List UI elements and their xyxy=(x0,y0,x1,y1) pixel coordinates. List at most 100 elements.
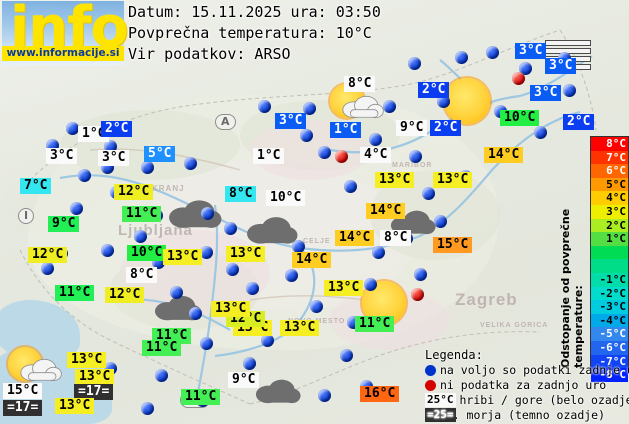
station-dot-nodata[interactable] xyxy=(335,150,348,163)
scale-step: 2°C xyxy=(591,218,628,233)
station-dot-available[interactable] xyxy=(434,215,447,228)
station-dot-available[interactable] xyxy=(224,222,237,235)
mountain-temperature-label: 9°C xyxy=(396,120,428,136)
station-dot-available[interactable] xyxy=(303,102,316,115)
station-dot-available[interactable] xyxy=(104,140,117,153)
station-dot-available[interactable] xyxy=(422,187,435,200)
station-dot-available[interactable] xyxy=(437,95,450,108)
header-average-temperature: Povprečna temperatura: 10°C xyxy=(128,24,372,42)
station-dot-available[interactable] xyxy=(369,133,382,146)
temperature-label: 13°C xyxy=(75,369,115,385)
temperature-label: 13°C xyxy=(211,301,251,317)
scale-step: -1°C xyxy=(591,272,628,287)
station-dot-available[interactable] xyxy=(563,84,576,97)
temperature-label: 9°C xyxy=(48,216,80,232)
station-dot-available[interactable] xyxy=(200,337,213,350)
station-dot-available[interactable] xyxy=(414,268,427,281)
legend-item: 25°C hribi / gore (belo ozadje) xyxy=(425,393,629,407)
station-dot-available[interactable] xyxy=(246,282,259,295)
legend-item-text: hribi / gore (belo ozadje) xyxy=(459,393,629,407)
header-data-source: Vir podatkov: ARSO xyxy=(128,45,291,63)
place-label: CELJE xyxy=(303,238,331,245)
station-dot-available[interactable] xyxy=(383,100,396,113)
country-code-marker: I xyxy=(18,208,35,224)
station-dot-available[interactable] xyxy=(261,334,274,347)
temperature-label: 11°C xyxy=(181,389,221,405)
legend-item: ni podatka za zadnjo uro xyxy=(425,378,625,392)
mountain-temperature-label: 3°C xyxy=(98,150,130,166)
legend-item-text: na voljo so podatki zadnje ure xyxy=(440,363,629,377)
station-dot-available[interactable] xyxy=(344,180,357,193)
temperature-label: 15°C xyxy=(433,237,473,253)
temperature-label: 2°C xyxy=(563,114,595,130)
temperature-label: 13°C xyxy=(67,352,107,368)
station-dot-available[interactable] xyxy=(455,51,468,64)
temperature-label: 13°C xyxy=(433,172,473,188)
station-dot-available[interactable] xyxy=(318,389,331,402)
temperature-label: 1°C xyxy=(330,122,362,138)
station-dot-available[interactable] xyxy=(41,262,54,275)
legend-items: na voljo so podatki zadnje ure ni podatka… xyxy=(425,363,629,422)
temperature-deviation-scale: Odstopanje od povprečne temperature: 8°C… xyxy=(559,136,629,382)
station-dot-available[interactable] xyxy=(408,57,421,70)
station-dot-available[interactable] xyxy=(201,207,214,220)
temperature-label: 11°C xyxy=(55,285,95,301)
station-dot-available[interactable] xyxy=(70,202,83,215)
mountain-temperature-label: 1°C xyxy=(253,148,285,164)
legend: Legenda: na voljo so podatki zadnje ure n… xyxy=(425,348,629,422)
station-dot-available[interactable] xyxy=(534,126,547,139)
station-dot-available[interactable] xyxy=(258,100,271,113)
scale-step: -7°C xyxy=(591,354,628,369)
station-dot-available[interactable] xyxy=(141,402,154,415)
sea-temperature-label: =17= xyxy=(74,384,114,400)
temperature-label: 11°C xyxy=(122,206,162,222)
station-dot-available[interactable] xyxy=(364,278,377,291)
scale-step: 8°C xyxy=(591,137,628,151)
station-dot-available[interactable] xyxy=(486,46,499,59)
station-dot-available[interactable] xyxy=(226,263,239,276)
temperature-label: 11°C xyxy=(355,316,395,332)
station-dot-available[interactable] xyxy=(184,157,197,170)
legend-dot-icon xyxy=(425,364,436,376)
station-dot-nodata[interactable] xyxy=(512,72,525,85)
station-dot-available[interactable] xyxy=(78,169,91,182)
station-dot-available[interactable] xyxy=(300,129,313,142)
station-dot-available[interactable] xyxy=(134,230,147,243)
station-dot-available[interactable] xyxy=(189,307,202,320)
scale-step: 1°C xyxy=(591,232,628,246)
temperature-label: 16°C xyxy=(360,386,400,402)
station-dot-available[interactable] xyxy=(292,240,305,253)
mountain-temperature-label: 8°C xyxy=(126,267,158,283)
scale-step: -8°C xyxy=(591,368,628,382)
station-dot-available[interactable] xyxy=(141,161,154,174)
mountain-temperature-label: 8°C xyxy=(380,230,412,246)
site-logo[interactable]: info www.informacije.si xyxy=(2,0,129,65)
station-dot-available[interactable] xyxy=(66,122,79,135)
station-dot-available[interactable] xyxy=(372,246,385,259)
temperature-label: 13°C xyxy=(163,249,203,265)
cloud-overcast-icon xyxy=(255,376,301,409)
station-dot-available[interactable] xyxy=(285,269,298,282)
station-dot-available[interactable] xyxy=(200,246,213,259)
place-label: MARIBOR xyxy=(392,162,433,169)
station-dot-nodata[interactable] xyxy=(411,288,424,301)
station-dot-available[interactable] xyxy=(340,349,353,362)
station-dot-available[interactable] xyxy=(310,300,323,313)
station-dot-available[interactable] xyxy=(155,369,168,382)
place-label: Zagreb xyxy=(455,290,518,309)
cloud-overcast-icon xyxy=(168,196,222,233)
temperature-label: 14°C xyxy=(335,230,375,246)
station-dot-available[interactable] xyxy=(519,62,532,75)
temperature-label: 11°C xyxy=(142,340,182,356)
cloud-overcast-icon xyxy=(390,207,436,240)
temperature-label: 13°C xyxy=(280,320,320,336)
station-dot-available[interactable] xyxy=(409,150,422,163)
station-dot-available[interactable] xyxy=(101,244,114,257)
temperature-label: 13°C xyxy=(226,246,266,262)
station-dot-available[interactable] xyxy=(243,357,256,370)
station-dot-available[interactable] xyxy=(318,146,331,159)
temperature-label: 10°C xyxy=(127,245,167,261)
temperature-label: 12°C xyxy=(28,247,68,263)
station-dot-available[interactable] xyxy=(170,286,183,299)
scale-step: -3°C xyxy=(591,300,628,314)
